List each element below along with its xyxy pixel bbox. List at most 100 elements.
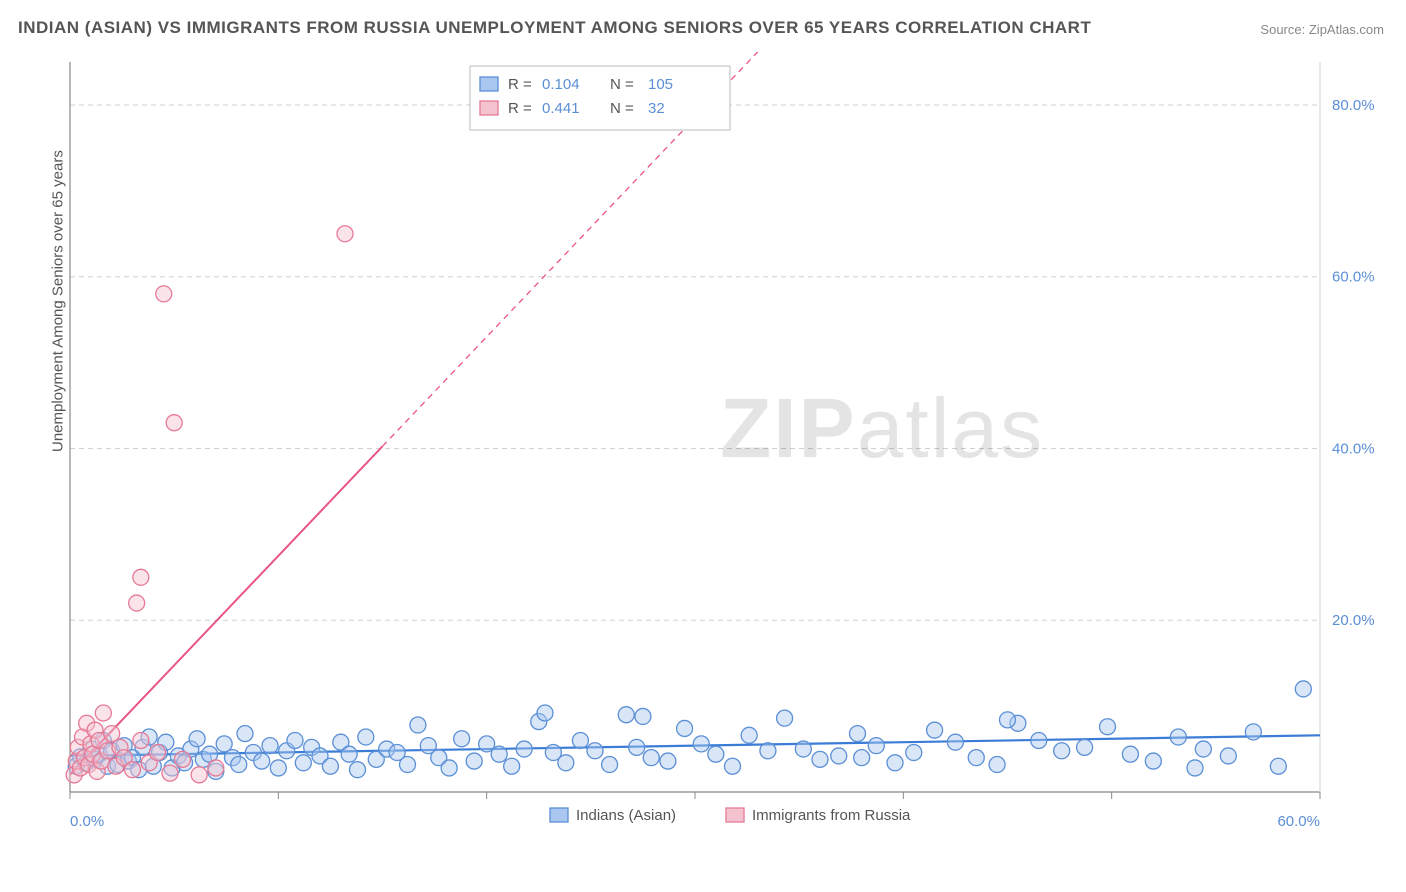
data-point (287, 732, 303, 748)
legend-label: Immigrants from Russia (752, 807, 911, 824)
source-label: Source: (1260, 22, 1305, 37)
data-point (441, 760, 457, 776)
data-point (156, 286, 172, 302)
data-point (133, 569, 149, 585)
legend-n-value: 32 (648, 100, 665, 117)
data-point (1170, 729, 1186, 745)
data-point (341, 746, 357, 762)
data-point (454, 731, 470, 747)
data-point (1054, 743, 1070, 759)
chart-container: Unemployment Among Seniors over 65 years… (50, 52, 1390, 852)
data-point (618, 707, 634, 723)
source-name: ZipAtlas.com (1309, 22, 1384, 37)
data-point (175, 751, 191, 767)
source-attribution: Source: ZipAtlas.com (1260, 22, 1384, 37)
data-point (337, 226, 353, 242)
data-point (1220, 748, 1236, 764)
data-point (133, 732, 149, 748)
data-point (95, 705, 111, 721)
data-point (254, 753, 270, 769)
trend-line (70, 446, 383, 775)
data-point (558, 755, 574, 771)
legend-swatch (550, 808, 568, 822)
data-point (150, 744, 166, 760)
data-point (191, 767, 207, 783)
data-point (537, 705, 553, 721)
data-point (1245, 724, 1261, 740)
data-point (887, 755, 903, 771)
chart-title: INDIAN (ASIAN) VS IMMIGRANTS FROM RUSSIA… (18, 18, 1091, 38)
y-tick-label: 40.0% (1332, 440, 1375, 457)
legend-n-label: N = (610, 100, 634, 117)
data-point (831, 748, 847, 764)
data-point (322, 758, 338, 774)
data-point (162, 765, 178, 781)
data-point (906, 744, 922, 760)
data-point (400, 757, 416, 773)
legend-r-value: 0.104 (542, 76, 580, 93)
data-point (602, 757, 618, 773)
data-point (725, 758, 741, 774)
legend-stats-box: R = 0.104 N = 105 R = 0.441 N = 32 (470, 66, 730, 130)
data-point (927, 722, 943, 738)
y-tick-label: 80.0% (1332, 97, 1375, 114)
data-point (1195, 741, 1211, 757)
legend-swatch (726, 808, 744, 822)
data-point (262, 738, 278, 754)
data-point (677, 720, 693, 736)
legend-swatch (480, 77, 498, 91)
data-point (410, 717, 426, 733)
data-point (795, 741, 811, 757)
data-point (989, 757, 1005, 773)
data-point (129, 595, 145, 611)
data-point (850, 726, 866, 742)
legend-r-label: R = (508, 76, 532, 93)
legend-swatch (480, 101, 498, 115)
data-point (587, 743, 603, 759)
data-point (1077, 739, 1093, 755)
data-point (572, 732, 588, 748)
legend-n-value: 105 (648, 76, 673, 93)
data-point (1122, 746, 1138, 762)
data-point (358, 729, 374, 745)
data-point (708, 746, 724, 762)
data-point (777, 710, 793, 726)
legend-label: Indians (Asian) (576, 807, 676, 824)
data-point (350, 762, 366, 778)
data-point (1270, 758, 1286, 774)
data-point (1000, 712, 1016, 728)
data-point (270, 760, 286, 776)
x-tick-label: 0.0% (70, 813, 104, 830)
data-point (868, 738, 884, 754)
y-tick-label: 60.0% (1332, 269, 1375, 286)
data-point (760, 743, 776, 759)
data-point (741, 727, 757, 743)
data-point (516, 741, 532, 757)
data-point (208, 760, 224, 776)
data-point (968, 750, 984, 766)
legend-n-label: N = (610, 76, 634, 93)
data-point (1295, 681, 1311, 697)
data-point (237, 726, 253, 742)
data-point (1145, 753, 1161, 769)
data-point (812, 751, 828, 767)
scatter-chart: 20.0% 40.0% 60.0% 80.0% 0.0% 60.0% R = 0.104 N =… (50, 52, 1390, 852)
data-point (466, 753, 482, 769)
data-point (643, 750, 659, 766)
data-point (491, 746, 507, 762)
legend-r-label: R = (508, 100, 532, 117)
data-point (660, 753, 676, 769)
data-point (947, 734, 963, 750)
legend-r-value: 0.441 (542, 100, 580, 117)
data-point (504, 758, 520, 774)
data-point (1100, 719, 1116, 735)
y-tick-label: 20.0% (1332, 612, 1375, 629)
data-point (189, 731, 205, 747)
data-point (693, 736, 709, 752)
data-point (125, 762, 141, 778)
data-point (1187, 760, 1203, 776)
y-axis-label: Unemployment Among Seniors over 65 years (50, 150, 67, 452)
data-point (1031, 732, 1047, 748)
x-tick-label: 60.0% (1277, 813, 1320, 830)
data-point (231, 757, 247, 773)
